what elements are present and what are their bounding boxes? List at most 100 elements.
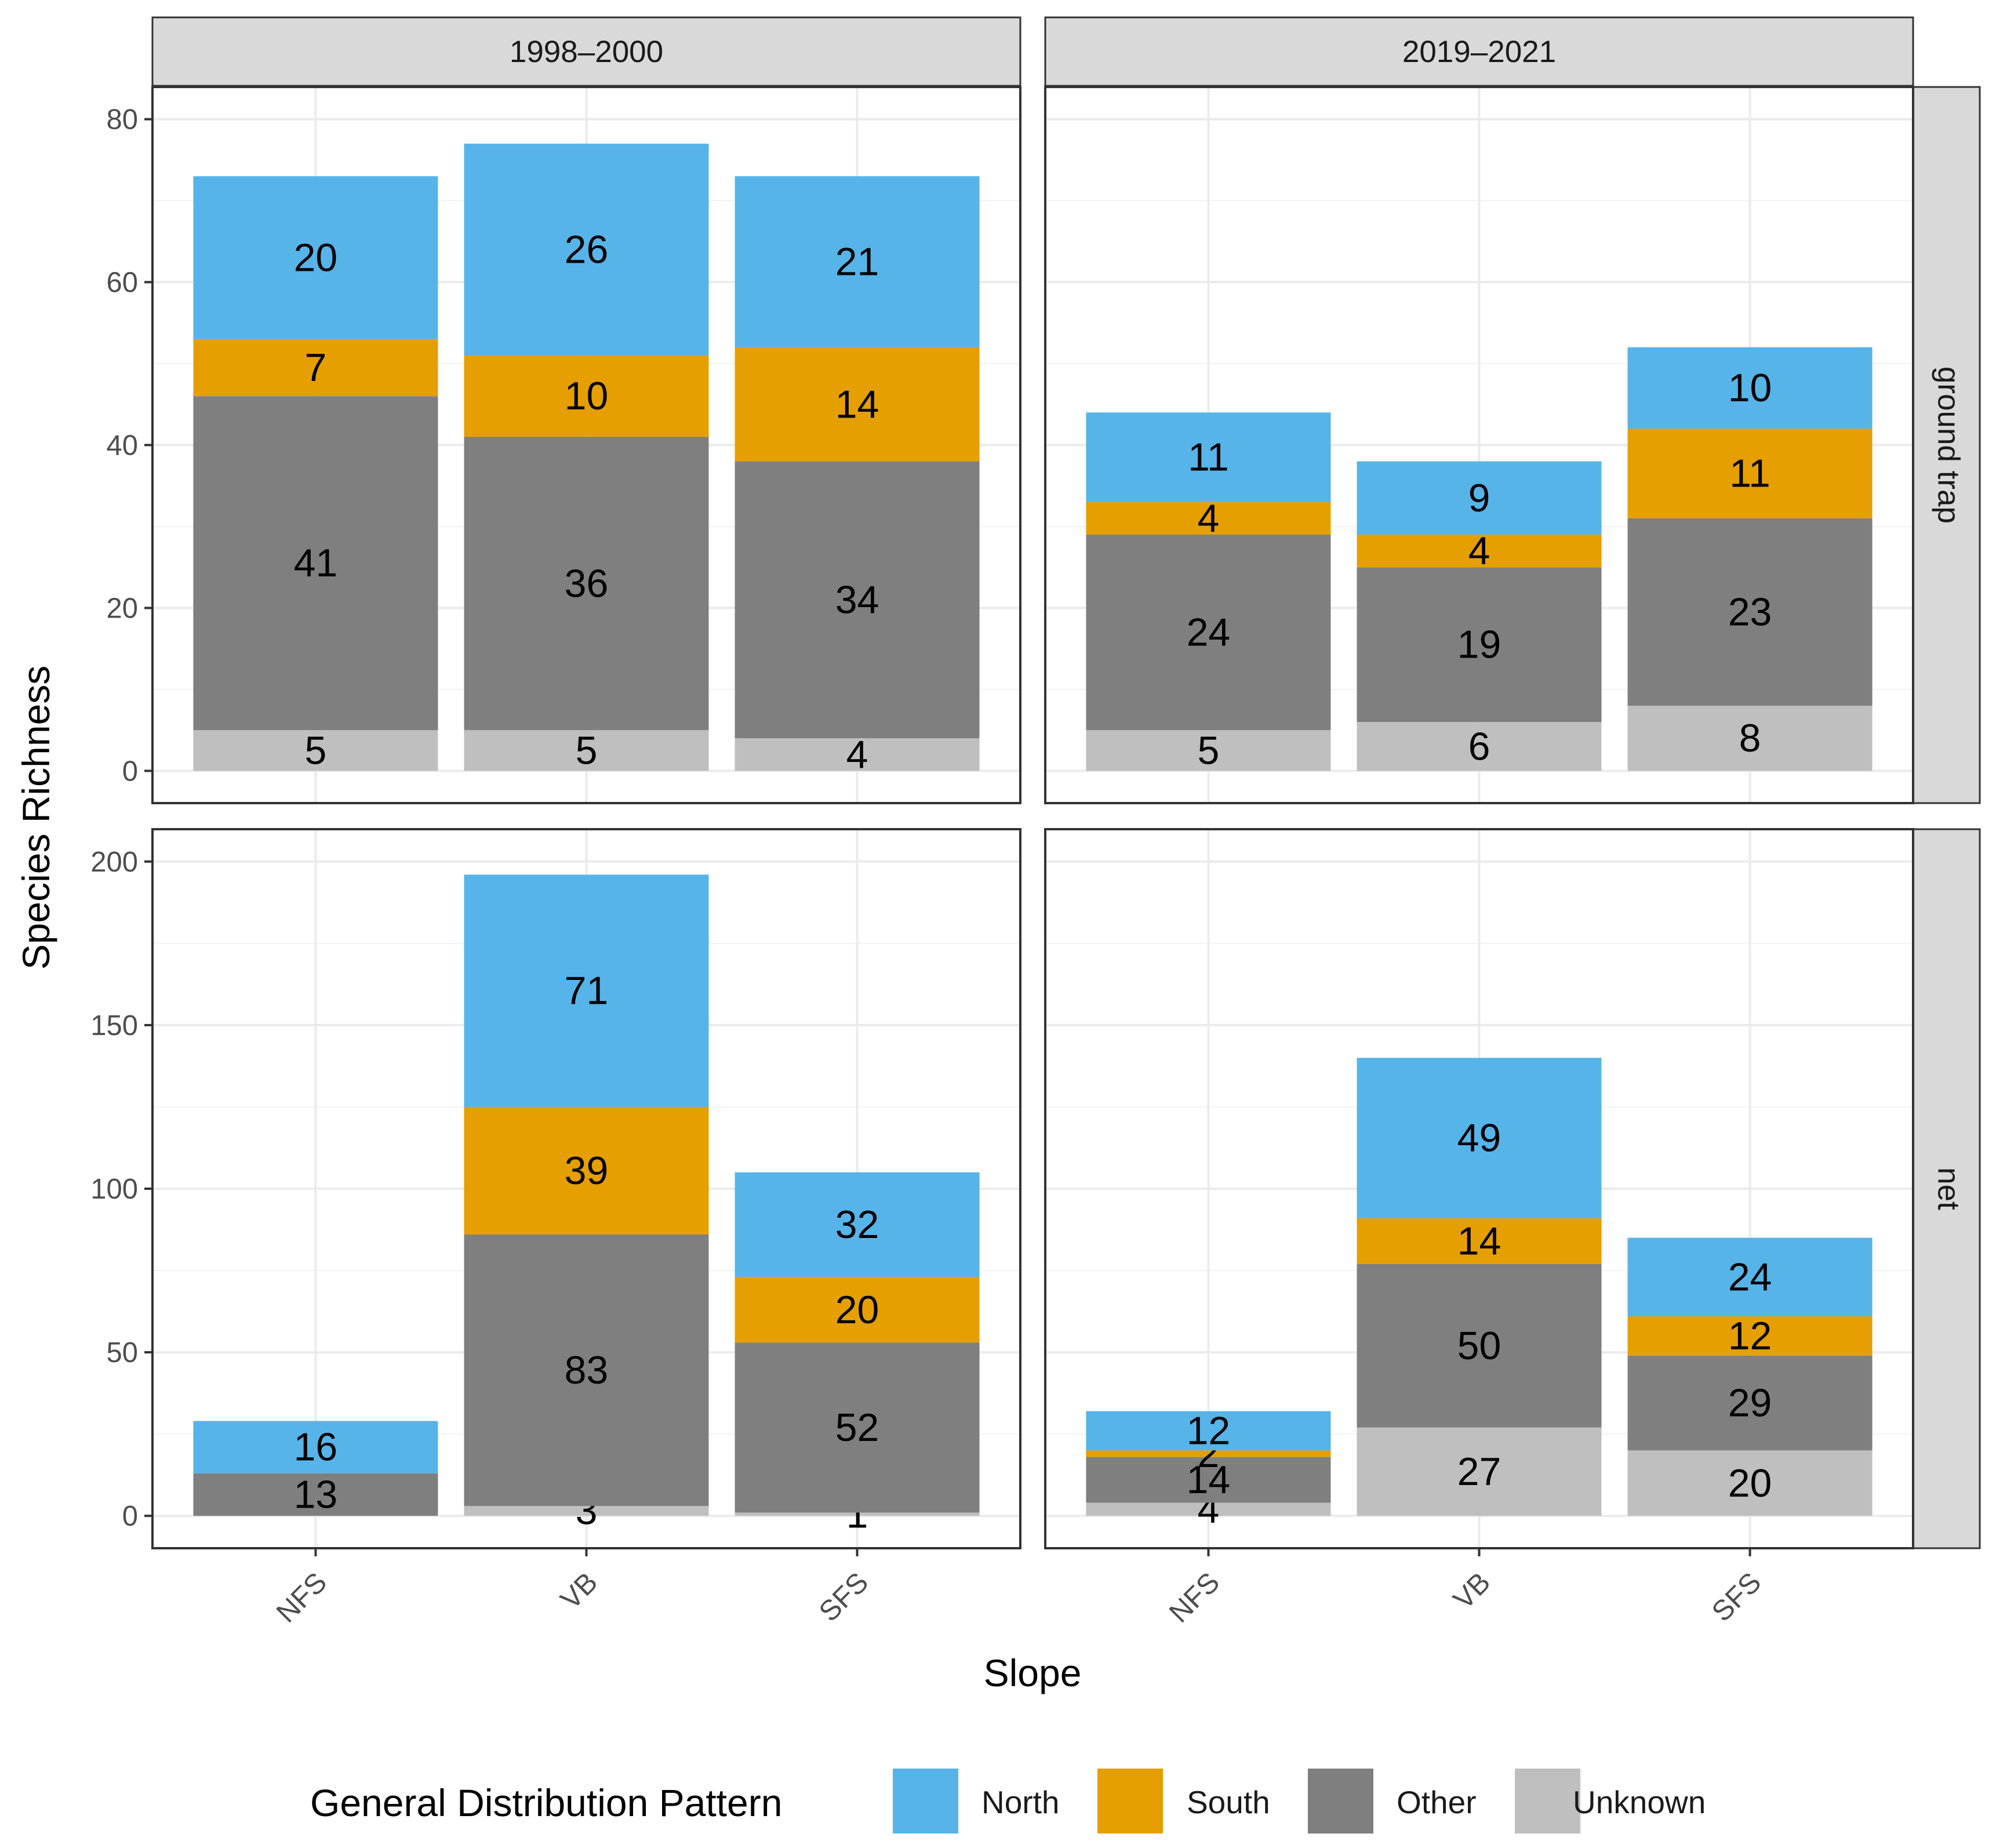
row-strip-box (1912, 86, 1981, 804)
bar-value-label: 83 (565, 1348, 609, 1392)
legend-label: Other (1397, 1784, 1477, 1820)
bar-segment (464, 1106, 709, 1235)
bar-segment (1627, 429, 1873, 518)
bar-value-label: 32 (835, 1203, 879, 1247)
column-strip: 1998–2000 (151, 16, 1021, 87)
y-tick-label: 20 (106, 593, 138, 624)
bar-value-label: 41 (294, 541, 338, 585)
column-strip-label: 2019–2021 (1402, 35, 1556, 69)
legend-key (1097, 1769, 1163, 1834)
bar-segment (1627, 706, 1873, 771)
bar-segment (1627, 1355, 1873, 1451)
bar-segment (193, 730, 438, 771)
legend-entry: Other (1308, 1769, 1477, 1834)
bar-value-label: 14 (1457, 1219, 1501, 1263)
legend-entry: Unknown (1515, 1769, 1706, 1834)
bar-segment (1357, 567, 1602, 723)
bar-value-label: 5 (576, 728, 598, 772)
bar-value-label: 13 (294, 1473, 338, 1517)
bar-value-label: 12 (1728, 1314, 1772, 1358)
bar-segment (1357, 461, 1602, 535)
bar-value-label: 23 (1728, 590, 1772, 634)
y-axis-title: Species Richness (14, 666, 57, 970)
bar-value-label: 71 (565, 969, 609, 1013)
bar-segment (464, 437, 709, 731)
column-strip-label: 1998–2000 (510, 35, 663, 69)
legend-label: North (981, 1784, 1060, 1820)
bar-segment (1357, 722, 1602, 771)
legend-label: Unknown (1573, 1784, 1706, 1820)
bar-segment (1086, 502, 1331, 535)
bar-segment (1086, 730, 1331, 771)
bar-segment (464, 874, 709, 1107)
bar-segment (464, 355, 709, 437)
bar-segment (735, 461, 980, 739)
bar-value-label: 11 (1188, 435, 1229, 480)
bar-segment (464, 730, 709, 771)
y-tick-label: 40 (106, 430, 138, 462)
y-tick-label: 80 (106, 104, 138, 136)
bar-value-label: 5 (1198, 728, 1220, 772)
bar-value-label: 52 (835, 1406, 879, 1450)
bar-value-label: 9 (1468, 476, 1490, 520)
bar-value-label: 20 (1728, 1461, 1772, 1505)
bar-segment (1357, 1218, 1602, 1264)
legend-key (1515, 1769, 1580, 1834)
bar-value-label: 29 (1728, 1381, 1772, 1425)
facet-panel: 5 41 7 20 5 36 10 26 4 34 14 21 (151, 86, 1021, 804)
bar-value-label: 14 (835, 382, 879, 426)
bar-value-label: 10 (565, 374, 609, 418)
row-strip: net (1912, 828, 1981, 1549)
bar-value-label: 12 (1187, 1409, 1231, 1453)
bar-segment (1357, 1058, 1602, 1218)
bar-value-label: 20 (835, 1288, 879, 1332)
bar-segment (1357, 1264, 1602, 1428)
legend-entry: North (893, 1769, 1060, 1834)
bar-value-label: 34 (835, 578, 879, 622)
bar-segment (1627, 1237, 1873, 1317)
bar-segment (1627, 347, 1873, 429)
row-strip: ground trap (1912, 86, 1981, 804)
bar-value-label: 7 (305, 346, 327, 390)
bar-segment (193, 1421, 438, 1473)
bar-value-label: 19 (1457, 623, 1501, 667)
bar-value-label: 16 (294, 1425, 338, 1469)
bar-segment (1357, 535, 1602, 568)
y-tick-label: 100 (90, 1174, 138, 1205)
bar-segment (1086, 1502, 1331, 1516)
bar-segment (735, 738, 980, 771)
bar-value-label: 4 (1198, 496, 1220, 540)
bar-segment (735, 176, 980, 347)
bar-value-label: 36 (565, 561, 609, 605)
bar-value-label: 39 (565, 1149, 609, 1193)
legend: General Distribution Pattern North South Ot… (310, 1769, 1706, 1834)
bar-value-label: 11 (1729, 452, 1770, 496)
bar-segment (735, 347, 980, 462)
legend-title: General Distribution Pattern (310, 1781, 782, 1824)
bar-segment (193, 396, 438, 731)
bar-segment (735, 1277, 980, 1343)
bar-value-label: 21 (835, 239, 879, 284)
y-tick-label: 50 (106, 1337, 138, 1368)
bar-segment (735, 1172, 980, 1277)
bar-segment (1357, 1427, 1602, 1516)
row-strip-label: ground trap (1932, 366, 1966, 524)
bar-value-label: 6 (1468, 724, 1490, 768)
facet-panel: 5 24 4 11 6 19 4 9 8 23 11 10 (1044, 86, 1914, 804)
bar-value-label: 4 (846, 732, 868, 776)
bar-value-label: 24 (1187, 611, 1231, 655)
y-tick-label: 200 (90, 847, 138, 878)
bar-segment (1086, 1450, 1331, 1457)
bar-segment (735, 1342, 980, 1513)
bar-segment (464, 1506, 709, 1516)
panel-border (1044, 86, 1914, 804)
bar-segment (1086, 535, 1331, 731)
x-axis-title: Slope (984, 1651, 1082, 1694)
bar-segment (1086, 412, 1331, 502)
bar-segment (1627, 1316, 1873, 1356)
bar-value-label: 4 (1468, 529, 1490, 573)
legend-entry: South (1097, 1769, 1270, 1834)
